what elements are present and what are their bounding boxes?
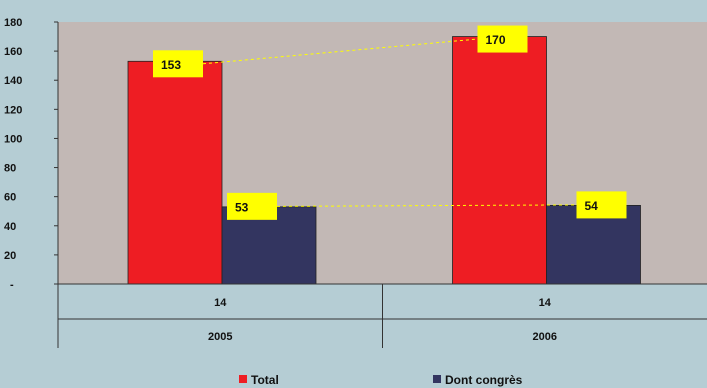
y-tick-label: 100 [4,133,22,145]
y-tick-label: 140 [4,75,22,87]
legend-label: Dont congrès [445,373,523,387]
bar [128,61,222,284]
category-label: 2005 [208,331,232,343]
y-tick-label: 40 [4,221,16,233]
legend: Total Dont congrès [239,373,523,387]
y-tick-label: 60 [4,192,16,204]
legend-label: Total [251,373,279,387]
legend-swatch [433,375,441,383]
y-tick-label: - [10,279,14,291]
legend-swatch [239,375,247,383]
category-sublabel: 14 [214,297,227,309]
bar [453,37,547,284]
y-tick-label: 80 [4,163,16,175]
y-tick-label: 20 [4,250,16,262]
y-axis: - 20 40 60 80 100 120 140 160 180 [4,17,58,291]
y-tick-label: 120 [4,104,22,116]
data-label: 53 [235,200,249,214]
y-tick-label: 180 [4,17,22,29]
x-axis: 14 2005 14 2006 [58,284,707,348]
category-sublabel: 14 [539,297,552,309]
data-label: 170 [486,33,506,47]
data-label: 54 [585,199,599,213]
y-tick-label: 160 [4,46,22,58]
category-label: 2006 [533,331,557,343]
data-label: 153 [161,58,181,72]
